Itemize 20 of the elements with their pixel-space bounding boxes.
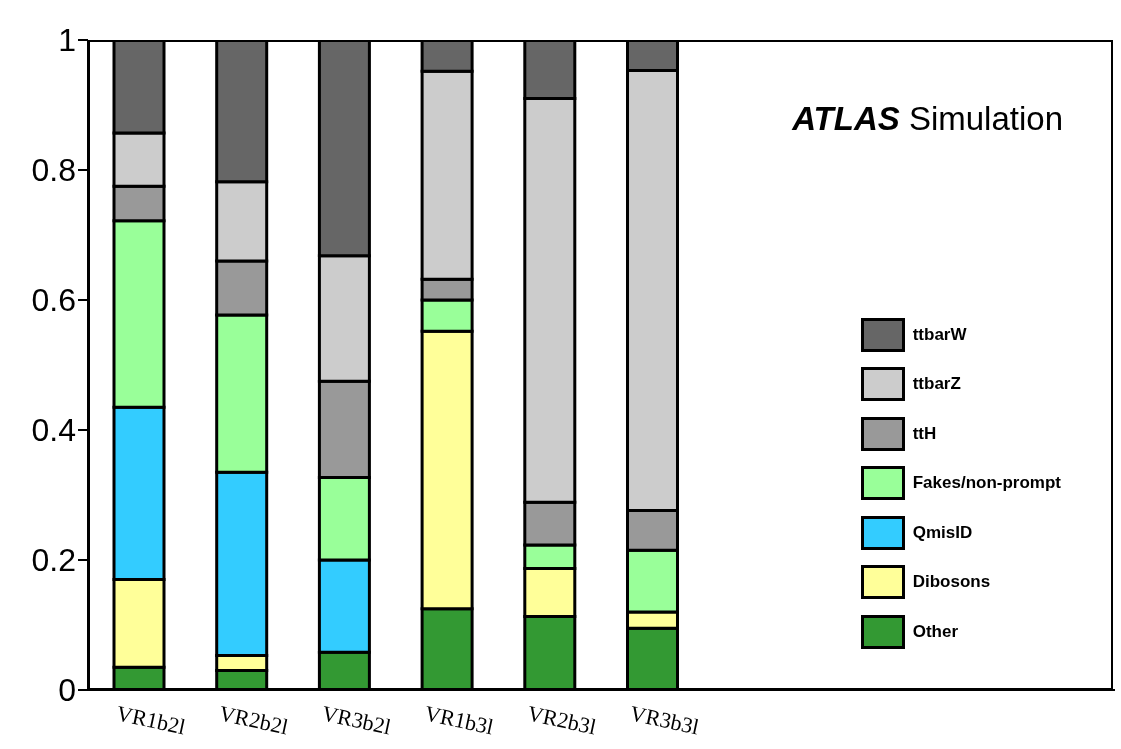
x-tick-label: VR2b3l [525, 700, 599, 740]
y-tick-label: 0.2 [31, 542, 76, 579]
y-tick-label: 0 [58, 672, 76, 709]
annotation: ATLAS Simulation [792, 100, 1063, 138]
legend-label: ttH [912, 423, 937, 444]
legend-label: ttbarW [912, 324, 967, 345]
legend-label: Fakes/non-prompt [912, 473, 1061, 494]
y-tick-label: 0.4 [31, 412, 76, 449]
y-tick-label: 1 [58, 22, 76, 59]
x-tick-label: VR2b2l [217, 700, 291, 740]
x-tick-label: VR3b3l [627, 700, 702, 740]
x-tick-label: VR1b3l [422, 700, 496, 740]
legend-label: QmisID [912, 522, 973, 543]
y-tick-label: 0.8 [31, 152, 76, 189]
x-tick-label: VR1b2l [114, 700, 188, 740]
legend-label: ttbarZ [912, 374, 961, 395]
legend-label: Other [912, 621, 959, 642]
x-tick-label: VR3b2l [319, 700, 394, 740]
legend-label: Dibosons [912, 572, 991, 593]
y-tick-label: 0.6 [31, 282, 76, 319]
